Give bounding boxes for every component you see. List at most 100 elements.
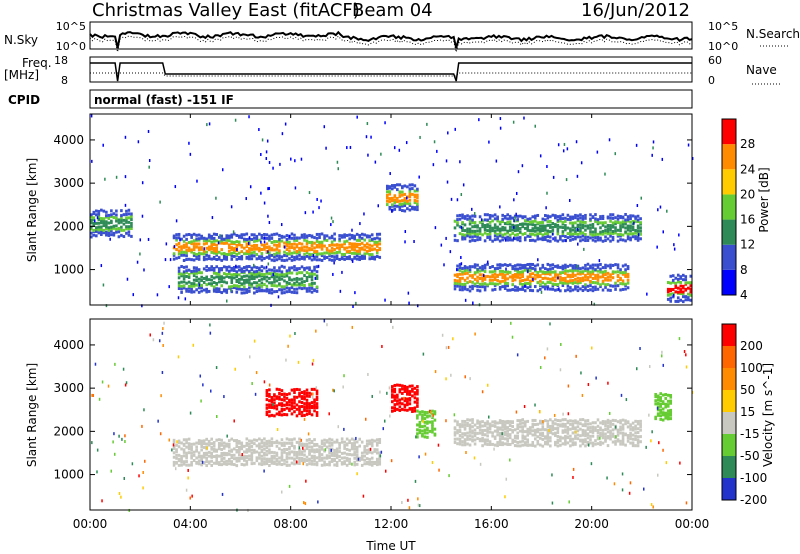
data-cell <box>481 439 484 443</box>
data-cell <box>559 216 562 220</box>
data-cell <box>358 235 361 239</box>
data-cell <box>105 233 108 237</box>
scatter-cell <box>226 299 228 303</box>
data-cell <box>293 258 296 262</box>
scatter-cell <box>560 342 562 346</box>
scatter-cell <box>185 488 188 492</box>
data-cell <box>338 443 341 447</box>
data-cell <box>320 254 324 258</box>
data-cell <box>398 401 402 405</box>
data-cell <box>541 217 545 221</box>
data-cell <box>478 229 482 233</box>
data-cell <box>263 275 266 279</box>
data-cell <box>325 256 329 260</box>
data-cell <box>546 425 550 429</box>
scatter-cell <box>215 415 218 419</box>
data-cell <box>401 199 404 203</box>
data-cell <box>626 434 630 438</box>
data-cell <box>283 443 286 447</box>
data-cell <box>220 234 224 238</box>
data-cell <box>483 433 487 437</box>
data-cell <box>468 222 472 226</box>
data-cell <box>240 255 244 259</box>
data-cell <box>506 231 509 235</box>
data-cell <box>177 269 181 273</box>
scatter-cell <box>562 149 565 153</box>
data-cell <box>606 215 610 219</box>
data-cell <box>619 271 622 275</box>
data-cell <box>549 263 552 267</box>
data-cell <box>501 428 504 432</box>
data-cell <box>222 462 226 466</box>
data-cell <box>549 239 552 243</box>
data-cell <box>182 245 186 249</box>
data-cell <box>240 250 244 254</box>
data-cell <box>273 284 276 288</box>
scatter-cell <box>124 135 127 139</box>
data-cell <box>521 434 525 438</box>
data-cell <box>498 269 502 273</box>
data-cell <box>581 238 585 242</box>
data-cell <box>177 441 181 445</box>
data-cell <box>483 239 487 243</box>
scatter-cell <box>386 391 388 395</box>
data-cell <box>556 232 560 236</box>
scatter-cell <box>513 219 515 223</box>
data-cell <box>391 184 394 188</box>
data-cell <box>659 399 662 403</box>
data-cell <box>335 438 339 442</box>
data-cell <box>328 463 331 467</box>
data-cell <box>315 402 319 406</box>
data-cell <box>471 229 474 233</box>
data-cell <box>559 214 562 218</box>
data-cell <box>416 435 419 439</box>
data-cell <box>403 403 407 407</box>
data-cell <box>453 433 457 437</box>
data-cell <box>686 296 690 300</box>
scatter-cell <box>377 204 379 208</box>
data-cell <box>666 399 670 403</box>
data-cell <box>295 243 299 247</box>
data-cell <box>406 397 409 401</box>
data-cell <box>609 266 612 270</box>
data-cell <box>621 434 625 438</box>
data-cell <box>220 291 224 295</box>
data-cell <box>278 388 281 392</box>
data-cell <box>358 258 361 262</box>
colorbar-segment <box>722 478 736 500</box>
data-cell <box>483 270 487 274</box>
data-cell <box>263 457 266 461</box>
data-cell <box>265 255 269 259</box>
data-cell <box>353 453 356 457</box>
data-cell <box>363 254 367 258</box>
data-cell <box>358 444 361 448</box>
data-cell <box>260 255 264 259</box>
data-cell <box>260 454 264 458</box>
data-cell <box>240 257 244 261</box>
scatter-cell <box>575 430 577 434</box>
data-cell <box>596 238 600 242</box>
data-cell <box>521 428 525 432</box>
data-cell <box>584 438 587 442</box>
scatter-cell <box>118 434 120 438</box>
data-cell <box>373 247 377 251</box>
data-cell <box>350 453 354 457</box>
data-cell <box>217 454 221 458</box>
data-cell <box>285 237 289 241</box>
data-cell <box>278 456 281 460</box>
data-cell <box>240 236 244 240</box>
data-cell <box>300 248 304 252</box>
scatter-cell <box>628 491 631 495</box>
data-cell <box>248 252 251 256</box>
data-cell <box>684 298 688 302</box>
data-cell <box>205 241 208 245</box>
scatter-cell <box>406 196 408 200</box>
data-cell <box>192 458 196 462</box>
data-cell <box>503 276 507 280</box>
data-cell <box>456 420 459 424</box>
data-cell <box>308 441 311 445</box>
data-cell <box>100 230 103 234</box>
scatter-cell <box>267 187 269 191</box>
data-cell <box>195 460 198 464</box>
data-cell <box>468 229 472 233</box>
